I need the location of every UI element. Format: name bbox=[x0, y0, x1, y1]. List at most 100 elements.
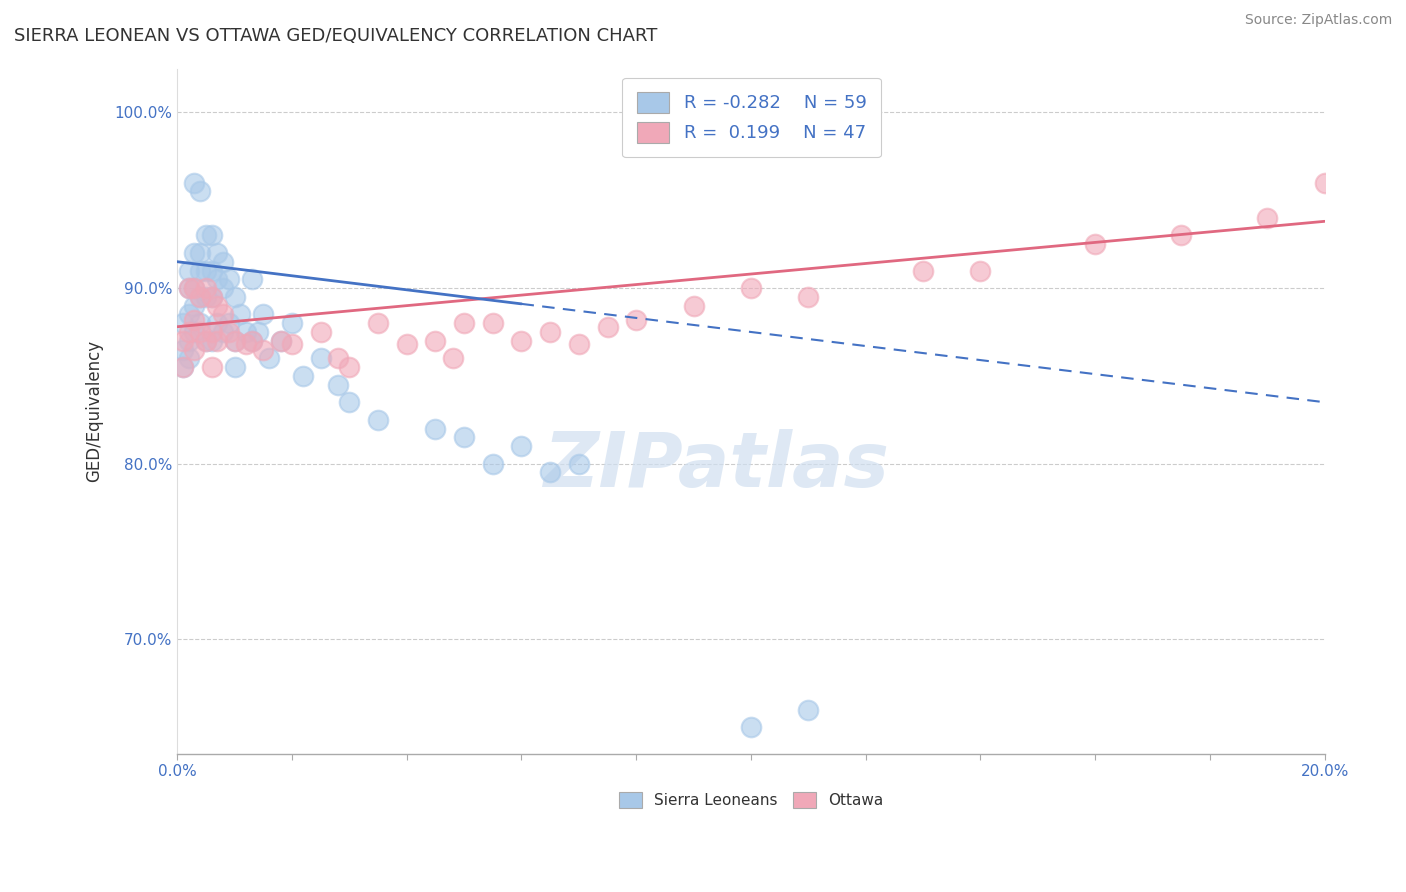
Point bbox=[367, 316, 389, 330]
Point bbox=[207, 334, 229, 348]
Point bbox=[797, 290, 820, 304]
Point bbox=[177, 281, 200, 295]
Point bbox=[969, 263, 991, 277]
Point bbox=[212, 307, 235, 321]
Point bbox=[538, 325, 561, 339]
Point bbox=[201, 263, 224, 277]
Point bbox=[510, 334, 533, 348]
Point bbox=[510, 439, 533, 453]
Point bbox=[441, 351, 464, 366]
Point bbox=[188, 246, 211, 260]
Point bbox=[425, 421, 447, 435]
Point bbox=[1313, 176, 1336, 190]
Point bbox=[201, 360, 224, 375]
Point bbox=[207, 246, 229, 260]
Point bbox=[367, 413, 389, 427]
Point bbox=[172, 316, 194, 330]
Point bbox=[212, 281, 235, 295]
Point bbox=[188, 185, 211, 199]
Point bbox=[270, 334, 292, 348]
Point bbox=[201, 228, 224, 243]
Point bbox=[172, 334, 194, 348]
Point bbox=[538, 466, 561, 480]
Point bbox=[229, 307, 252, 321]
Point bbox=[194, 263, 217, 277]
Point bbox=[183, 325, 205, 339]
Point bbox=[224, 334, 246, 348]
Point bbox=[183, 176, 205, 190]
Point bbox=[912, 263, 935, 277]
Point bbox=[292, 368, 315, 383]
Point bbox=[281, 316, 304, 330]
Point bbox=[183, 299, 205, 313]
Point bbox=[177, 325, 200, 339]
Point bbox=[1084, 237, 1107, 252]
Legend: Sierra Leoneans, Ottawa: Sierra Leoneans, Ottawa bbox=[613, 786, 889, 814]
Point bbox=[177, 334, 200, 348]
Point bbox=[207, 316, 229, 330]
Point bbox=[453, 316, 475, 330]
Point bbox=[425, 334, 447, 348]
Point bbox=[194, 334, 217, 348]
Text: Source: ZipAtlas.com: Source: ZipAtlas.com bbox=[1244, 13, 1392, 28]
Point bbox=[194, 228, 217, 243]
Point bbox=[201, 290, 224, 304]
Point bbox=[177, 281, 200, 295]
Point bbox=[218, 316, 240, 330]
Point bbox=[326, 377, 349, 392]
Point bbox=[235, 325, 257, 339]
Point bbox=[188, 290, 211, 304]
Point bbox=[326, 351, 349, 366]
Point bbox=[395, 337, 418, 351]
Point bbox=[212, 254, 235, 268]
Point bbox=[246, 325, 269, 339]
Point bbox=[207, 299, 229, 313]
Point bbox=[218, 272, 240, 286]
Point bbox=[188, 316, 211, 330]
Point bbox=[172, 343, 194, 357]
Point bbox=[257, 351, 280, 366]
Point bbox=[626, 312, 648, 326]
Point bbox=[235, 337, 257, 351]
Point bbox=[240, 272, 263, 286]
Point bbox=[183, 312, 205, 326]
Point bbox=[337, 395, 360, 409]
Point bbox=[201, 325, 224, 339]
Point bbox=[270, 334, 292, 348]
Point bbox=[207, 272, 229, 286]
Point bbox=[240, 334, 263, 348]
Point bbox=[309, 325, 332, 339]
Point bbox=[252, 307, 274, 321]
Point bbox=[183, 343, 205, 357]
Point bbox=[740, 720, 762, 734]
Point bbox=[194, 281, 217, 295]
Point bbox=[194, 290, 217, 304]
Point bbox=[309, 351, 332, 366]
Point bbox=[568, 457, 591, 471]
Point bbox=[177, 263, 200, 277]
Point bbox=[596, 319, 619, 334]
Point bbox=[183, 281, 205, 295]
Point bbox=[682, 299, 704, 313]
Point bbox=[172, 360, 194, 375]
Point bbox=[177, 307, 200, 321]
Y-axis label: GED/Equivalency: GED/Equivalency bbox=[86, 340, 103, 482]
Point bbox=[453, 430, 475, 444]
Point bbox=[252, 343, 274, 357]
Point bbox=[201, 334, 224, 348]
Point bbox=[740, 281, 762, 295]
Point bbox=[194, 334, 217, 348]
Point bbox=[337, 360, 360, 375]
Point bbox=[177, 351, 200, 366]
Point bbox=[218, 325, 240, 339]
Point bbox=[212, 325, 235, 339]
Text: ZIPatlas: ZIPatlas bbox=[544, 429, 890, 503]
Point bbox=[188, 263, 211, 277]
Point bbox=[797, 703, 820, 717]
Point bbox=[183, 281, 205, 295]
Point bbox=[281, 337, 304, 351]
Point bbox=[481, 316, 503, 330]
Point bbox=[240, 334, 263, 348]
Point bbox=[224, 360, 246, 375]
Point bbox=[188, 290, 211, 304]
